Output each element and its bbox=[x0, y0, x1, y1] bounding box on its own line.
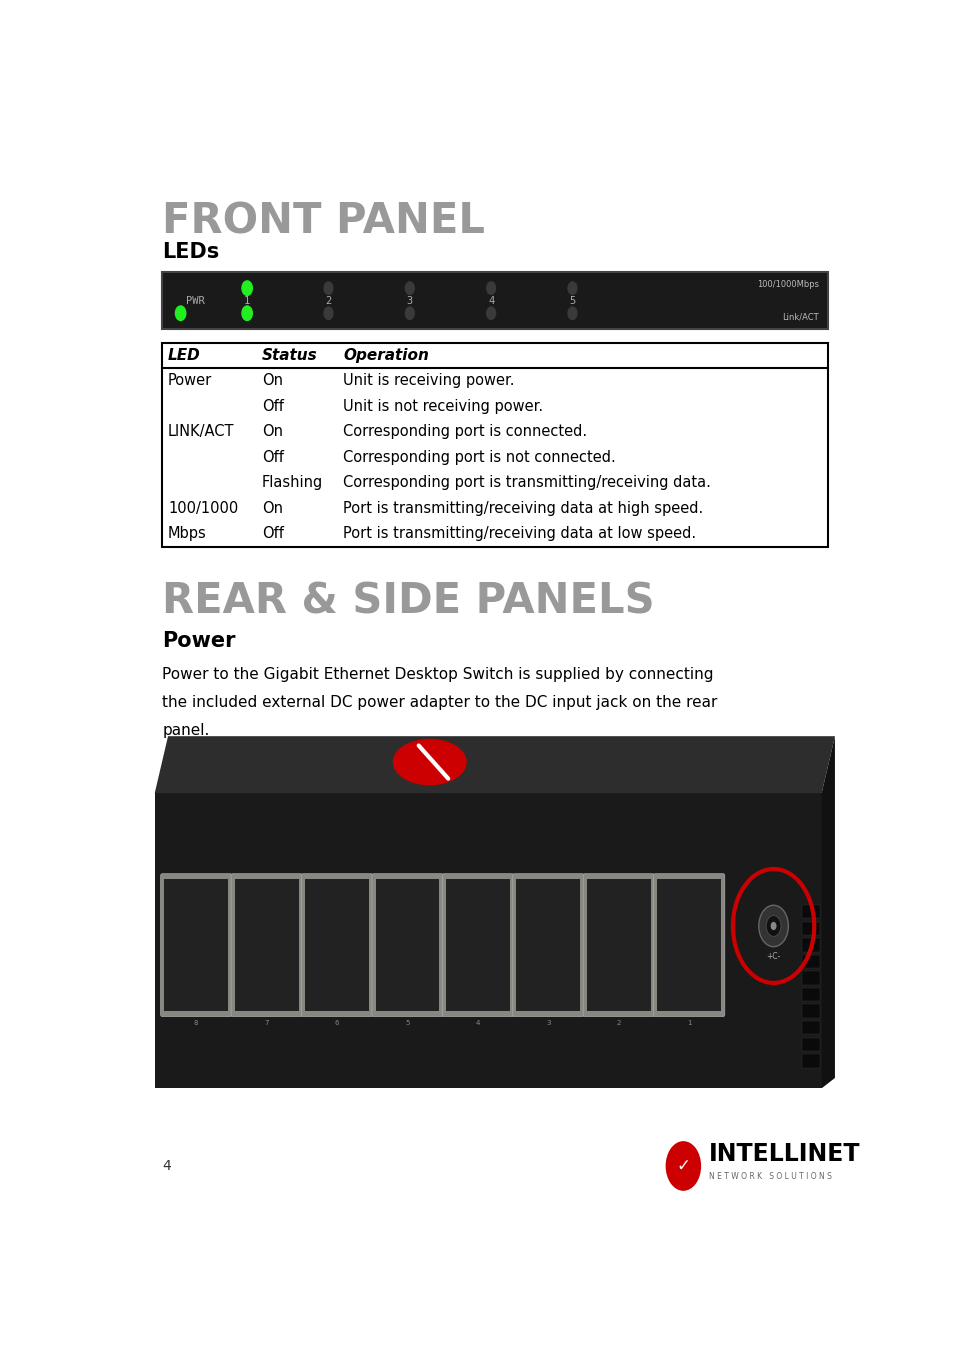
Circle shape bbox=[486, 307, 495, 320]
Circle shape bbox=[567, 282, 577, 295]
Text: 100/1000Mbps: 100/1000Mbps bbox=[756, 280, 818, 289]
Bar bbox=[801, 1005, 820, 1018]
Bar bbox=[801, 905, 820, 919]
Text: PWR: PWR bbox=[186, 296, 205, 305]
Polygon shape bbox=[821, 736, 834, 1088]
Text: 5: 5 bbox=[405, 1020, 409, 1026]
Text: Status: Status bbox=[262, 348, 317, 363]
Text: FRONT PANEL: FRONT PANEL bbox=[162, 200, 485, 242]
FancyBboxPatch shape bbox=[231, 874, 302, 1017]
Circle shape bbox=[765, 916, 781, 936]
Text: Corresponding port is not connected.: Corresponding port is not connected. bbox=[343, 449, 616, 465]
Text: 2: 2 bbox=[325, 296, 332, 305]
Text: Off: Off bbox=[262, 449, 284, 465]
Bar bbox=[657, 878, 720, 1011]
Bar bbox=[801, 1021, 820, 1034]
Circle shape bbox=[665, 1141, 700, 1190]
FancyBboxPatch shape bbox=[372, 874, 442, 1017]
Bar bbox=[234, 878, 298, 1011]
Text: 100/1000: 100/1000 bbox=[168, 500, 238, 516]
FancyBboxPatch shape bbox=[582, 874, 654, 1017]
FancyBboxPatch shape bbox=[301, 874, 373, 1017]
Circle shape bbox=[405, 307, 414, 320]
Text: Mbps: Mbps bbox=[168, 526, 207, 542]
Text: N E T W O R K   S O L U T I O N S: N E T W O R K S O L U T I O N S bbox=[708, 1171, 831, 1181]
Bar bbox=[162, 272, 826, 330]
Text: Link/ACT: Link/ACT bbox=[781, 312, 818, 321]
Text: 6: 6 bbox=[335, 1020, 339, 1026]
Text: 3: 3 bbox=[406, 296, 413, 305]
Bar bbox=[375, 878, 439, 1011]
FancyBboxPatch shape bbox=[442, 874, 513, 1017]
Text: 3: 3 bbox=[545, 1020, 550, 1026]
Text: LEDs: LEDs bbox=[162, 242, 219, 262]
Bar bbox=[586, 878, 650, 1011]
Bar bbox=[801, 921, 820, 935]
Circle shape bbox=[324, 282, 333, 295]
Circle shape bbox=[405, 282, 414, 295]
Text: Power: Power bbox=[162, 631, 235, 651]
Bar bbox=[154, 794, 821, 1088]
Bar bbox=[801, 955, 820, 968]
Bar bbox=[164, 878, 228, 1011]
Bar bbox=[801, 971, 820, 985]
Text: On: On bbox=[262, 500, 283, 516]
Text: Port is transmitting/receiving data at high speed.: Port is transmitting/receiving data at h… bbox=[343, 500, 702, 516]
Circle shape bbox=[242, 281, 252, 296]
Text: 8: 8 bbox=[193, 1020, 198, 1026]
Text: the included external DC power adapter to the DC input jack on the rear: the included external DC power adapter t… bbox=[162, 695, 717, 710]
Text: 5: 5 bbox=[569, 296, 575, 305]
Circle shape bbox=[567, 307, 577, 320]
Circle shape bbox=[242, 305, 252, 320]
Text: Operation: Operation bbox=[343, 348, 429, 363]
Text: Power to the Gigabit Ethernet Desktop Switch is supplied by connecting: Power to the Gigabit Ethernet Desktop Sw… bbox=[162, 667, 713, 682]
Text: 1: 1 bbox=[244, 296, 250, 305]
Text: Corresponding port is transmitting/receiving data.: Corresponding port is transmitting/recei… bbox=[343, 475, 710, 491]
Text: 4: 4 bbox=[488, 296, 494, 305]
Text: Flashing: Flashing bbox=[262, 475, 323, 491]
Text: 1: 1 bbox=[686, 1020, 691, 1026]
Text: Off: Off bbox=[262, 399, 284, 414]
Text: panel.: panel. bbox=[162, 722, 210, 737]
Text: INTELLINET: INTELLINET bbox=[708, 1142, 860, 1166]
Text: REAR & SIDE PANELS: REAR & SIDE PANELS bbox=[162, 581, 654, 623]
Text: LED: LED bbox=[168, 348, 200, 363]
Circle shape bbox=[324, 307, 333, 320]
Bar bbox=[516, 878, 579, 1011]
Bar bbox=[305, 878, 369, 1011]
Text: Port is transmitting/receiving data at low speed.: Port is transmitting/receiving data at l… bbox=[343, 526, 696, 542]
Text: Corresponding port is connected.: Corresponding port is connected. bbox=[343, 425, 587, 440]
Text: ✓: ✓ bbox=[676, 1157, 690, 1176]
FancyBboxPatch shape bbox=[160, 874, 232, 1017]
Polygon shape bbox=[154, 736, 834, 794]
Text: Unit is receiving power.: Unit is receiving power. bbox=[343, 374, 515, 389]
Circle shape bbox=[486, 282, 495, 295]
Bar bbox=[801, 1054, 820, 1068]
Text: 4: 4 bbox=[162, 1159, 171, 1173]
Circle shape bbox=[758, 905, 787, 947]
Text: Unit is not receiving power.: Unit is not receiving power. bbox=[343, 399, 543, 414]
Bar bbox=[801, 939, 820, 952]
Text: On: On bbox=[262, 425, 283, 440]
Text: 7: 7 bbox=[264, 1020, 269, 1026]
Bar bbox=[162, 343, 826, 546]
Text: Off: Off bbox=[262, 526, 284, 542]
FancyBboxPatch shape bbox=[653, 874, 724, 1017]
Ellipse shape bbox=[393, 738, 466, 785]
Bar bbox=[801, 1037, 820, 1050]
Circle shape bbox=[175, 305, 186, 320]
Bar bbox=[446, 878, 509, 1011]
Text: LINK/ACT: LINK/ACT bbox=[168, 425, 234, 440]
Text: 4: 4 bbox=[476, 1020, 479, 1026]
Bar bbox=[801, 987, 820, 1001]
Text: On: On bbox=[262, 374, 283, 389]
Text: 2: 2 bbox=[616, 1020, 620, 1026]
Text: Power: Power bbox=[168, 374, 213, 389]
FancyBboxPatch shape bbox=[512, 874, 583, 1017]
Circle shape bbox=[770, 921, 776, 931]
Text: +C-: +C- bbox=[765, 952, 780, 960]
